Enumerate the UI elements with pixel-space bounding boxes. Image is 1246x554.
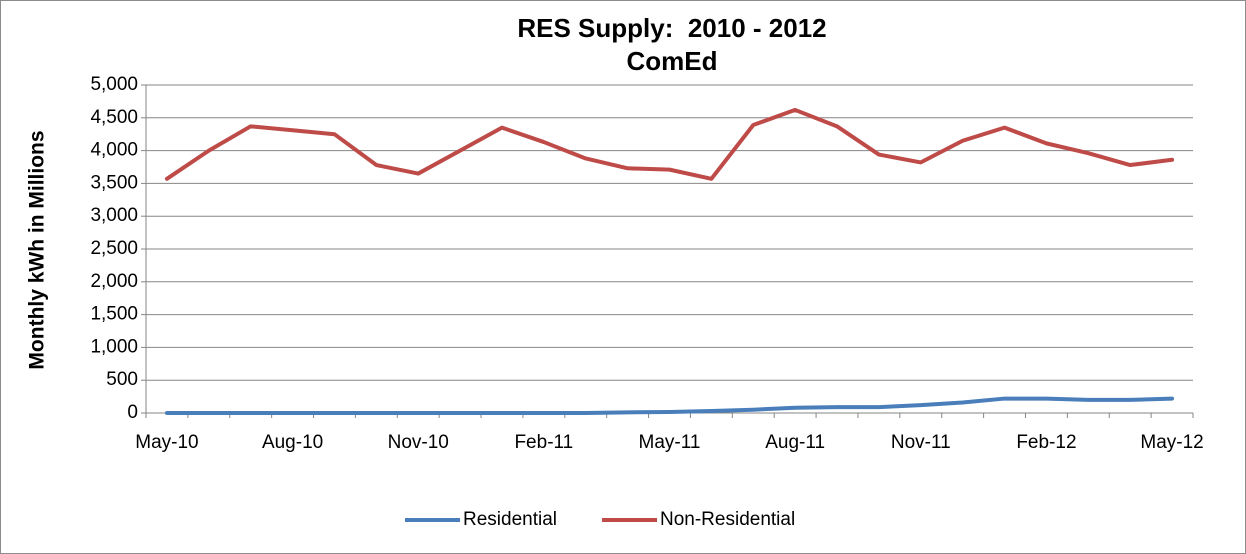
legend-label: Residential: [463, 509, 557, 530]
x-tick-label: May-12: [1140, 432, 1203, 453]
y-tick-label: 4,500: [90, 107, 138, 128]
x-tick-label: May-11: [639, 432, 701, 453]
y-tick-label: 2,000: [90, 271, 138, 292]
y-axis-title: Monthly kWh in Millions: [26, 130, 49, 369]
y-tick-label: 4,000: [90, 140, 138, 161]
series-line: [164, 107, 1175, 181]
series-line: [164, 396, 1175, 415]
chart-subtitle: ComEd: [627, 46, 718, 76]
x-tick-label: Aug-11: [765, 432, 825, 453]
x-tick-label: May-10: [135, 432, 198, 453]
x-tick-label: Feb-12: [1016, 432, 1076, 453]
legend-label: Non-Residential: [660, 509, 795, 530]
y-tick-label: 500: [106, 369, 138, 390]
y-tick-label: 2,500: [90, 238, 138, 259]
y-tick-label: 0: [127, 402, 138, 423]
x-tick-label: Nov-10: [388, 432, 449, 453]
chart-title: RES Supply: 2010 - 2012: [517, 13, 826, 43]
x-tick-label: Aug-10: [262, 432, 323, 453]
y-tick-label: 5,000: [90, 74, 138, 95]
y-tick-label: 1,000: [90, 336, 138, 357]
y-tick-label: 3,000: [90, 205, 138, 226]
x-tick-label: Nov-11: [891, 432, 951, 453]
y-tick-label: 1,500: [90, 304, 138, 325]
y-tick-label: 3,500: [90, 172, 138, 193]
x-tick-label: Feb-11: [514, 432, 573, 453]
